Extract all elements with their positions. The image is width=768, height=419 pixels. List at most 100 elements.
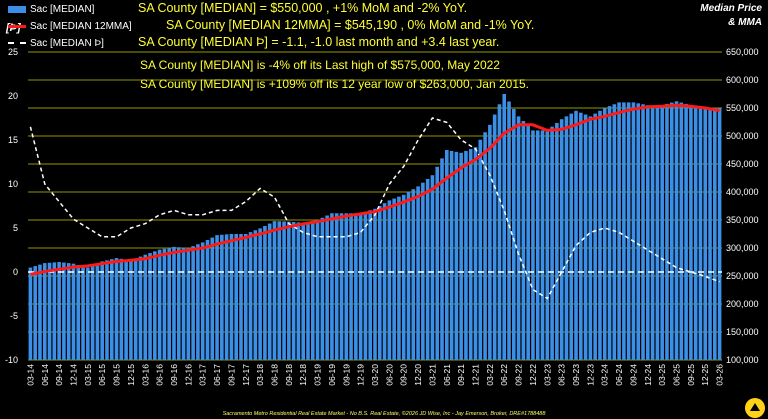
median-bar bbox=[90, 265, 95, 360]
median-bar bbox=[33, 266, 37, 360]
mma-line bbox=[30, 103, 720, 276]
median-bar bbox=[516, 116, 521, 361]
median-bar bbox=[234, 234, 238, 360]
median-bar bbox=[368, 210, 373, 360]
left-tick-label: 5 bbox=[13, 223, 18, 233]
median-bar bbox=[583, 114, 588, 361]
median-bar bbox=[119, 258, 124, 360]
median-bar bbox=[708, 108, 712, 360]
median-bar bbox=[291, 222, 296, 360]
median-bar bbox=[334, 213, 339, 360]
x-tick-label: 12-19 bbox=[356, 364, 366, 386]
chart-title-line2: & MMA bbox=[728, 17, 762, 28]
median-bar bbox=[105, 260, 109, 360]
median-bar bbox=[224, 234, 229, 360]
median-bar bbox=[684, 103, 688, 360]
x-tick-label: 03-15 bbox=[83, 364, 93, 386]
median-bar bbox=[253, 230, 258, 360]
median-bar bbox=[339, 213, 344, 360]
median-bar bbox=[521, 121, 526, 360]
left-axis: 25 20 15 10 5 0 -5 -10 bbox=[5, 47, 18, 365]
median-bar bbox=[698, 107, 703, 361]
median-bar bbox=[287, 221, 291, 360]
right-tick-label: 500,000 bbox=[726, 131, 759, 141]
median-bar bbox=[564, 116, 569, 361]
median-bar bbox=[62, 262, 66, 360]
x-tick-label: 09-15 bbox=[112, 364, 122, 386]
median-bar bbox=[497, 104, 502, 361]
median-bar bbox=[358, 213, 363, 360]
median-bar bbox=[263, 225, 267, 360]
left-tick-label: -10 bbox=[5, 355, 18, 365]
x-tick-label: 12-14 bbox=[69, 364, 79, 386]
x-tick-label: 12-18 bbox=[298, 364, 308, 386]
median-bar bbox=[138, 256, 143, 360]
legend-label: Sac [MEDIAN 12MMA] bbox=[30, 21, 132, 32]
median-bar bbox=[545, 130, 550, 360]
median-bar bbox=[220, 234, 224, 360]
median-bar bbox=[430, 175, 435, 360]
median-bar bbox=[76, 264, 81, 360]
median-bar bbox=[277, 221, 282, 360]
annotation-last-high: SA County [MEDIAN] is -4% off its Last h… bbox=[140, 58, 500, 72]
median-bar bbox=[124, 259, 128, 360]
median-bar bbox=[210, 237, 215, 360]
median-bar bbox=[28, 267, 33, 360]
median-bar bbox=[306, 221, 310, 360]
median-bar bbox=[349, 213, 353, 360]
x-tick-label: 09-22 bbox=[514, 364, 524, 386]
median-bar bbox=[483, 132, 487, 360]
median-bar bbox=[607, 106, 612, 360]
footer-credit: Sacramento Metro Residential Real Estate… bbox=[222, 411, 546, 417]
x-tick-label: 09-14 bbox=[54, 364, 64, 386]
x-tick-label: 06-15 bbox=[97, 364, 107, 386]
x-tick-label: 06-24 bbox=[614, 364, 624, 386]
left-tick-label: 25 bbox=[8, 47, 18, 57]
x-tick-label: 03-25 bbox=[657, 364, 667, 386]
median-bar bbox=[191, 246, 195, 360]
median-bar bbox=[258, 228, 262, 360]
x-tick-label: 12-17 bbox=[241, 364, 251, 386]
median-bar bbox=[382, 203, 387, 360]
x-tick-label: 09-16 bbox=[169, 364, 179, 386]
median-bar bbox=[243, 234, 248, 360]
median-bar bbox=[57, 262, 61, 360]
median-bar bbox=[703, 109, 708, 361]
median-bar bbox=[114, 258, 119, 360]
x-tick-label: 12-24 bbox=[643, 364, 653, 386]
x-tick-label: 12-20 bbox=[413, 364, 423, 386]
median-bar bbox=[617, 102, 621, 361]
median-bar bbox=[435, 166, 440, 360]
median-bar bbox=[148, 253, 152, 360]
annotation-12yr-low: SA County [MEDIAN] is +109% off its 12 y… bbox=[140, 77, 530, 91]
x-tick-label: 06-25 bbox=[672, 364, 682, 386]
median-bar bbox=[181, 247, 186, 360]
median-bar bbox=[526, 125, 530, 360]
median-bar bbox=[239, 234, 243, 360]
legend-swatch-line bbox=[8, 24, 26, 28]
left-tick-label: 10 bbox=[8, 179, 18, 189]
median-bar bbox=[248, 232, 253, 360]
median-bar bbox=[531, 130, 535, 360]
x-tick-label: 03-23 bbox=[542, 364, 552, 386]
x-tick-label: 06-18 bbox=[270, 364, 280, 386]
median-bar bbox=[669, 102, 674, 360]
median-bar bbox=[598, 110, 602, 360]
x-tick-label: 03-17 bbox=[198, 364, 208, 386]
x-tick-label: 12-23 bbox=[585, 364, 595, 386]
median-bar bbox=[454, 151, 459, 360]
median-bar bbox=[143, 254, 148, 360]
right-tick-label: 600,000 bbox=[726, 75, 759, 85]
median-bar bbox=[95, 263, 100, 360]
legend-item-mma: Sac [MEDIAN 12MMA] bbox=[8, 21, 132, 33]
median-bar bbox=[267, 223, 272, 360]
median-bar bbox=[416, 186, 420, 360]
x-tick-label: 06-21 bbox=[442, 364, 452, 386]
median-bar bbox=[200, 242, 205, 360]
median-bar bbox=[71, 263, 76, 360]
x-tick-label: 12-21 bbox=[471, 364, 481, 386]
median-bar bbox=[186, 248, 191, 360]
median-bar bbox=[167, 247, 171, 360]
median-bar bbox=[445, 150, 449, 360]
median-bar bbox=[660, 105, 664, 360]
